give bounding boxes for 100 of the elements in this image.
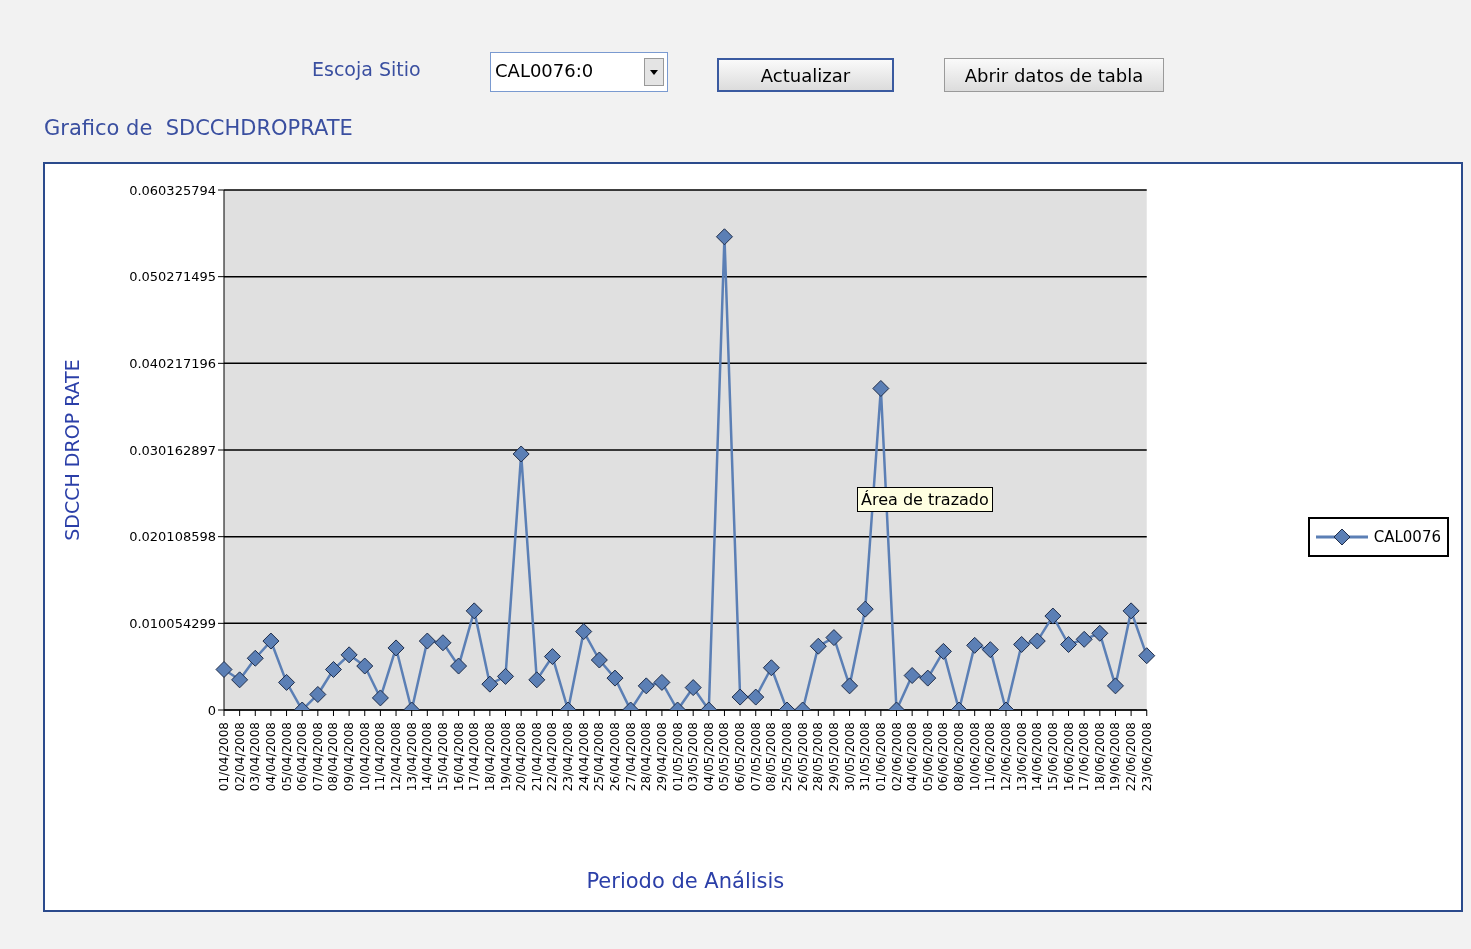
- point: [309, 685, 327, 703]
- point: [465, 602, 483, 620]
- point: [637, 677, 655, 695]
- x-tick-label: 03/04/2008: [248, 722, 263, 792]
- point: [512, 445, 530, 463]
- legend-label: CAL0076: [1373, 528, 1441, 546]
- point: [731, 688, 749, 706]
- x-tick-label: 28/05/2008: [811, 722, 826, 792]
- point: [340, 646, 358, 664]
- point: [1028, 632, 1046, 650]
- point: [324, 660, 342, 678]
- x-tick-label: 06/04/2008: [295, 722, 310, 792]
- x-tick-label: 04/05/2008: [701, 722, 716, 792]
- x-tick-label: 11/04/2008: [373, 722, 388, 792]
- x-tick-label: 19/04/2008: [498, 722, 513, 792]
- x-tick-label: 03/05/2008: [686, 722, 701, 792]
- point: [215, 660, 233, 678]
- point: [747, 688, 765, 706]
- x-tick-label: 08/05/2008: [764, 722, 779, 792]
- x-tick-label: 18/06/2008: [1092, 722, 1107, 792]
- point: [1060, 635, 1078, 653]
- point: [418, 632, 436, 650]
- x-tick-label: 18/04/2008: [482, 722, 497, 792]
- x-tick-label: 19/06/2008: [1108, 722, 1123, 792]
- x-tick-label: 27/04/2008: [623, 722, 638, 792]
- point: [262, 632, 280, 650]
- x-tick-label: 26/05/2008: [795, 722, 810, 792]
- refresh-button: Actualizar: [717, 58, 894, 92]
- point: [872, 379, 890, 397]
- x-tick-label: 01/06/2008: [873, 722, 888, 792]
- site-dropdown: CAL0076:0: [490, 52, 668, 92]
- x-tick-label: 15/04/2008: [435, 722, 450, 792]
- point: [434, 634, 452, 652]
- y-axis-title: SDCCH DROP RATE: [60, 359, 83, 541]
- x-tick-label: 05/06/2008: [920, 722, 935, 792]
- point: [481, 675, 499, 693]
- point: [278, 673, 296, 691]
- x-tick-label: 02/06/2008: [889, 722, 904, 792]
- x-tick-label: 24/04/2008: [576, 722, 591, 792]
- point: [903, 667, 921, 685]
- point: [1106, 677, 1124, 695]
- point: [528, 671, 546, 689]
- point: [981, 641, 999, 659]
- x-tick-label: 25/05/2008: [780, 722, 795, 792]
- point: [543, 648, 561, 666]
- table-button: Abrir datos de tabla: [944, 58, 1164, 92]
- point: [356, 657, 374, 675]
- point: [1122, 602, 1140, 620]
- x-tick-label: 29/04/2008: [654, 722, 669, 792]
- x-tick-label: 04/04/2008: [263, 722, 278, 792]
- x-tick-label: 15/06/2008: [1045, 722, 1060, 792]
- x-axis-title: Periodo de Análisis: [586, 869, 785, 893]
- chart-title: Grafico de SDCCHDROPRATE: [44, 116, 353, 140]
- x-tick-label: 07/04/2008: [310, 722, 325, 792]
- y-tick-label: 0.060325794: [129, 182, 216, 198]
- x-tick-label: 23/04/2008: [561, 722, 576, 792]
- point: [590, 651, 608, 669]
- x-tick-label: 17/06/2008: [1077, 722, 1092, 792]
- x-tick-label: 23/06/2008: [1139, 722, 1154, 792]
- y-tick-label: 0.040217196: [129, 355, 216, 371]
- x-tick-label: 08/06/2008: [952, 722, 967, 792]
- y-tick-label: 0.030162897: [129, 442, 216, 458]
- x-tick-label: 06/06/2008: [936, 722, 951, 792]
- x-tick-label: 28/04/2008: [639, 722, 654, 792]
- x-tick-label: 17/04/2008: [467, 722, 482, 792]
- point: [1091, 624, 1109, 642]
- point: [934, 642, 952, 660]
- x-tick-label: 10/06/2008: [967, 722, 982, 792]
- x-tick-label: 08/04/2008: [326, 722, 341, 792]
- x-tick-label: 12/06/2008: [998, 722, 1013, 792]
- x-tick-label: 30/05/2008: [842, 722, 857, 792]
- x-tick-label: 22/06/2008: [1124, 722, 1139, 792]
- point: [387, 639, 405, 657]
- x-tick-label: 06/05/2008: [733, 722, 748, 792]
- point: [966, 636, 984, 654]
- x-tick-label: 31/05/2008: [858, 722, 873, 792]
- x-tick-label: 01/05/2008: [670, 722, 685, 792]
- x-tick-label: 25/04/2008: [592, 722, 607, 792]
- x-tick-label: 14/06/2008: [1030, 722, 1045, 792]
- x-tick-label: 01/04/2008: [217, 722, 231, 792]
- point: [575, 623, 593, 641]
- point: [497, 667, 515, 685]
- point: [919, 669, 937, 687]
- annotation: Área de trazado: [857, 487, 993, 512]
- x-tick-label: 13/06/2008: [1014, 722, 1029, 792]
- point: [684, 679, 702, 697]
- point: [450, 657, 468, 675]
- x-tick-label: 26/04/2008: [607, 722, 622, 792]
- x-tick-label: 11/06/2008: [983, 722, 998, 792]
- point: [1075, 630, 1093, 648]
- point: [1138, 647, 1156, 665]
- x-tick-label: 09/04/2008: [342, 722, 357, 792]
- y-tick-label: 0: [207, 702, 216, 718]
- x-tick-label: 13/04/2008: [404, 722, 419, 792]
- point: [231, 671, 249, 689]
- x-tick-label: 29/05/2008: [826, 722, 841, 792]
- x-tick-label: 16/04/2008: [451, 722, 466, 792]
- x-tick-label: 05/05/2008: [717, 722, 732, 792]
- point: [371, 689, 389, 707]
- x-tick-label: 20/04/2008: [514, 722, 529, 792]
